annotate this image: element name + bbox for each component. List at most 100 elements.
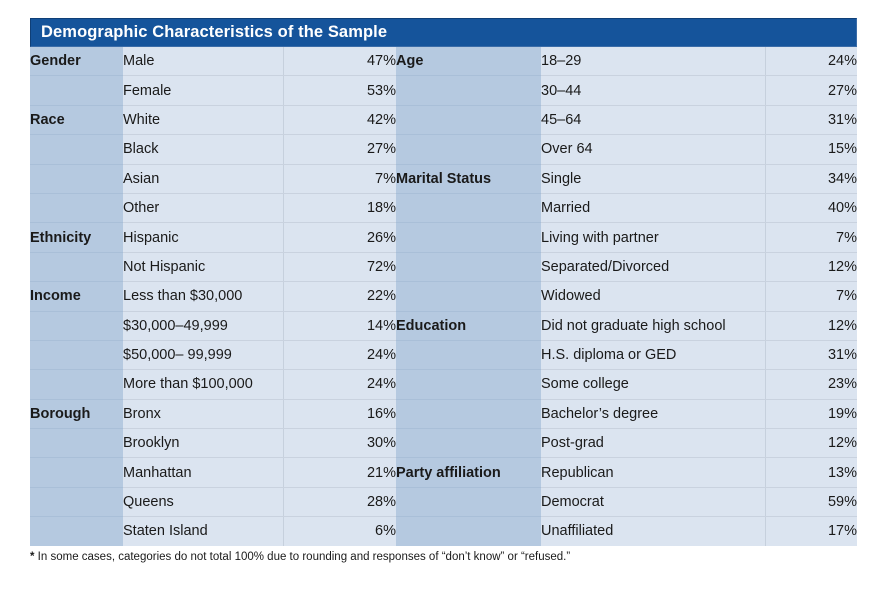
category-cell-right [396, 516, 541, 546]
label-cell-right: Republican [541, 457, 766, 488]
category-cell-left [30, 193, 123, 224]
label-cell-right: Post-grad [541, 428, 766, 459]
label-cell-right: Democrat [541, 487, 766, 518]
table-row: Ethnicity Hispanic 26% Living with partner 7… [30, 222, 857, 253]
value-cell-right: 31% [765, 105, 857, 136]
value-cell-left: 53% [283, 75, 396, 106]
label-cell-right: Unaffiliated [541, 516, 766, 546]
category-cell-right [396, 281, 541, 312]
category-cell-left [30, 340, 123, 371]
value-cell-right: 40% [765, 193, 857, 224]
category-cell-left [30, 487, 123, 518]
label-cell-right: 30–44 [541, 75, 766, 106]
table-row: Not Hispanic 72% Separated/Divorced 12% [30, 252, 857, 283]
label-cell-left: $50,000– 99,999 [123, 340, 284, 371]
value-cell-right: 7% [765, 281, 857, 312]
value-cell-left: 47% [283, 47, 396, 77]
label-cell-right: Some college [541, 369, 766, 400]
label-cell-left: More than $100,000 [123, 369, 284, 400]
footnote-marker: * [30, 551, 35, 563]
value-cell-left: 21% [283, 457, 396, 488]
label-cell-right: Separated/Divorced [541, 252, 766, 283]
value-cell-left: 24% [283, 340, 396, 371]
value-cell-left: 42% [283, 105, 396, 136]
label-cell-right: 18–29 [541, 47, 766, 77]
value-cell-left: 26% [283, 222, 396, 253]
value-cell-right: 7% [765, 222, 857, 253]
demographics-data-grid: Gender Male 47% Age 18–29 24% Female 53% 30–44 27… [30, 47, 857, 546]
value-cell-right: 15% [765, 134, 857, 165]
label-cell-left: Female [123, 75, 284, 106]
table-row: Brooklyn 30% Post-grad 12% [30, 428, 857, 459]
category-cell-right: Age [396, 47, 541, 77]
category-cell-right: Education [396, 311, 541, 341]
value-cell-left: 14% [283, 311, 396, 341]
category-cell-left [30, 134, 123, 165]
label-cell-left: Queens [123, 487, 284, 518]
table-row: Asian 7% Marital Status Single 34% [30, 164, 857, 194]
label-cell-left: Black [123, 134, 284, 165]
category-cell-left [30, 369, 123, 400]
category-cell-left [30, 428, 123, 459]
category-cell-left: Ethnicity [30, 222, 123, 253]
table-row: Black 27% Over 64 15% [30, 134, 857, 165]
value-cell-left: 28% [283, 487, 396, 518]
value-cell-right: 12% [765, 428, 857, 459]
value-cell-right: 19% [765, 399, 857, 430]
category-cell-left: Income [30, 281, 123, 312]
table-title: Demographic Characteristics of the Sampl… [30, 18, 857, 47]
label-cell-right: Married [541, 193, 766, 224]
value-cell-left: 22% [283, 281, 396, 312]
label-cell-right: H.S. diploma or GED [541, 340, 766, 371]
label-cell-left: Not Hispanic [123, 252, 284, 283]
value-cell-left: 30% [283, 428, 396, 459]
category-cell-right [396, 487, 541, 518]
table-row: Borough Bronx 16% Bachelor’s degree 19% [30, 399, 857, 430]
label-cell-right: 45–64 [541, 105, 766, 136]
category-cell-right [396, 134, 541, 165]
category-cell-right [396, 105, 541, 136]
label-cell-right: Living with partner [541, 222, 766, 253]
category-cell-right [396, 252, 541, 283]
table-row: Gender Male 47% Age 18–29 24% [30, 47, 857, 77]
label-cell-right: Did not graduate high school [541, 311, 766, 341]
category-cell-right [396, 340, 541, 371]
table-row: $50,000– 99,999 24% H.S. diploma or GED 31% [30, 340, 857, 371]
category-cell-right [396, 399, 541, 430]
label-cell-left: Hispanic [123, 222, 284, 253]
value-cell-left: 6% [283, 516, 396, 546]
value-cell-right: 27% [765, 75, 857, 106]
value-cell-right: 34% [765, 164, 857, 194]
value-cell-right: 59% [765, 487, 857, 518]
footnote: * In some cases, categories do not total… [30, 551, 570, 563]
category-cell-right [396, 193, 541, 224]
value-cell-right: 12% [765, 311, 857, 341]
category-cell-right: Marital Status [396, 164, 541, 194]
value-cell-right: 23% [765, 369, 857, 400]
category-cell-right [396, 369, 541, 400]
label-cell-left: Staten Island [123, 516, 284, 546]
label-cell-left: Asian [123, 164, 284, 194]
label-cell-right: Over 64 [541, 134, 766, 165]
table-row: Race White 42% 45–64 31% [30, 105, 857, 136]
table-row: Income Less than $30,000 22% Widowed 7% [30, 281, 857, 312]
table-row: Other 18% Married 40% [30, 193, 857, 224]
table-row: Female 53% 30–44 27% [30, 75, 857, 106]
label-cell-left: Less than $30,000 [123, 281, 284, 312]
value-cell-left: 7% [283, 164, 396, 194]
value-cell-right: 17% [765, 516, 857, 546]
label-cell-left: $30,000–49,999 [123, 311, 284, 341]
category-cell-right [396, 75, 541, 106]
footnote-text: In some cases, categories do not total 1… [34, 551, 571, 563]
value-cell-left: 27% [283, 134, 396, 165]
category-cell-right: Party affiliation [396, 457, 541, 488]
table-row: Staten Island 6% Unaffiliated 17% [30, 516, 857, 546]
demographics-table: Demographic Characteristics of the Sampl… [30, 18, 857, 546]
value-cell-left: 16% [283, 399, 396, 430]
table-row: $30,000–49,999 14% Education Did not gradua… [30, 311, 857, 341]
category-cell-left: Race [30, 105, 123, 136]
category-cell-left [30, 75, 123, 106]
label-cell-left: Bronx [123, 399, 284, 430]
value-cell-left: 18% [283, 193, 396, 224]
